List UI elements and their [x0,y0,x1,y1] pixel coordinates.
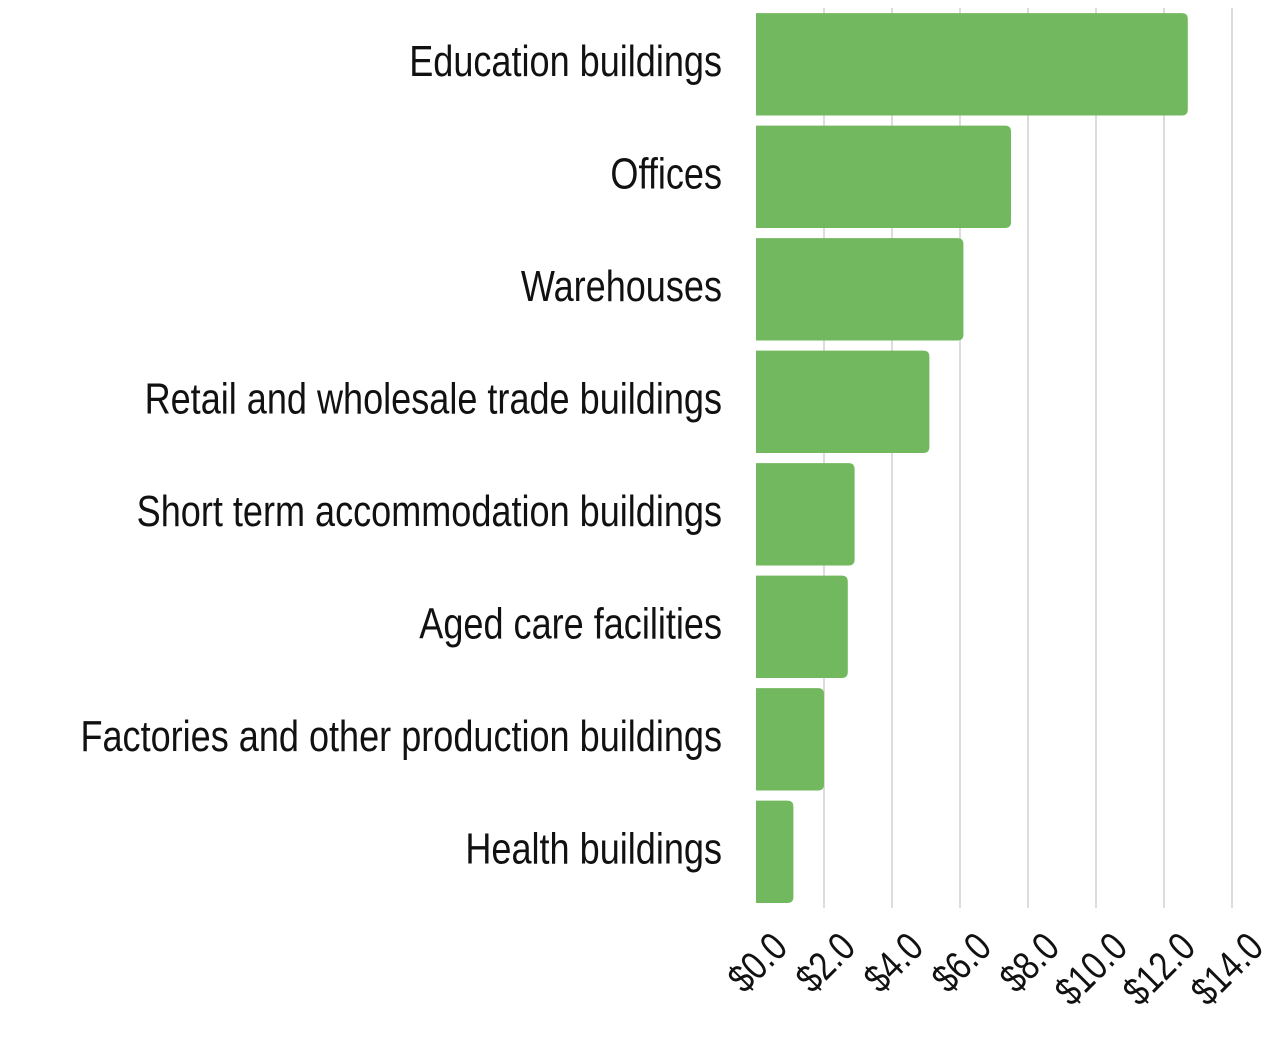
y-tick-label: Warehouses [521,262,722,311]
bar [756,125,1011,228]
x-tick-label: $0.0 [719,924,796,1001]
x-tick-label: $10.0 [1046,924,1136,1014]
y-tick-label: Factories and other production buildings [80,712,722,761]
x-tick-label: $2.0 [787,924,864,1001]
bar [756,238,964,341]
y-tick-label: Education buildings [409,37,722,86]
y-tick-label: Short term accommodation buildings [137,487,722,536]
bar [756,575,848,678]
y-tick-label: Aged care facilities [419,599,722,648]
x-tick-label: $6.0 [923,924,1000,1001]
bar [756,13,1188,116]
y-tick-label: Retail and wholesale trade buildings [145,374,722,423]
x-tick-label: $12.0 [1114,924,1204,1014]
y-tick-label: Health buildings [465,824,722,873]
bar [756,688,824,791]
bar [756,350,930,453]
bar [756,800,794,903]
x-tick-label: $4.0 [855,924,932,1001]
y-tick-label: Offices [610,149,722,198]
x-tick-label: $14.0 [1182,924,1272,1014]
bar [756,463,855,566]
